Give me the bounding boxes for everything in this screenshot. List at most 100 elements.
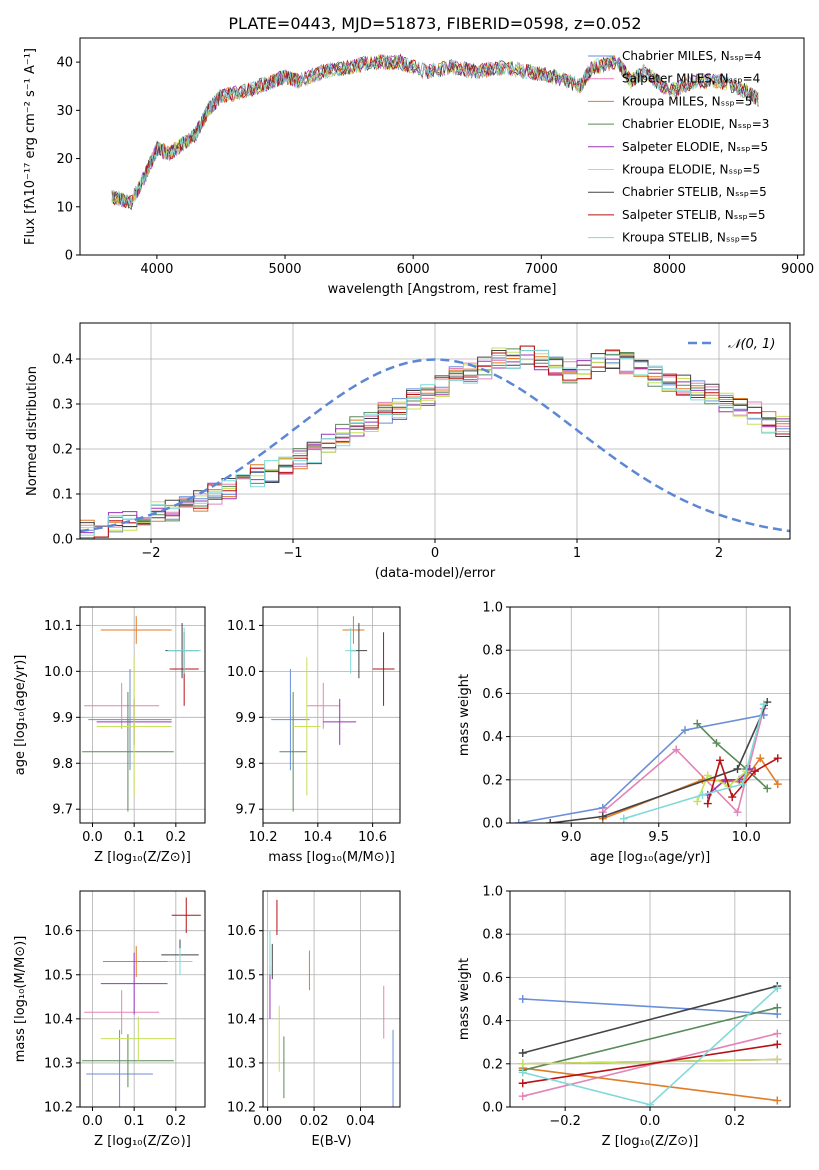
mass-weight-marker — [763, 784, 772, 793]
errorbar-point — [279, 692, 307, 812]
axes-frame — [79, 37, 805, 256]
errorbar-point — [167, 627, 201, 674]
mass-weight-marker — [518, 1068, 527, 1077]
mass-weight-marker — [518, 1092, 527, 1101]
histogram-series — [80, 345, 790, 539]
errorbar-point — [306, 682, 340, 729]
x-tick-label: −2 — [141, 546, 160, 561]
y-tick-label: 40 — [56, 56, 73, 71]
mass-weight-marker — [514, 819, 523, 823]
x-tick-label: −1 — [283, 546, 302, 561]
axes-frame — [509, 890, 791, 1108]
x-tick-label: 0 — [431, 546, 439, 561]
axes-frame — [509, 606, 791, 824]
mass-weight-series-line — [522, 985, 778, 1054]
mass-weight-vs-age-panel: 9.0 9.5 10.0 0.0 0.2 0.4 0.6 0.8 1.0 age [log₁₀(a… — [457, 601, 791, 865]
x-tick-label: 0.0 — [82, 1114, 103, 1129]
mass-weight-series-line — [707, 768, 751, 796]
mass-weight-series-line — [550, 701, 768, 823]
errorbar-point — [82, 1034, 174, 1088]
mass-vs-EBV-marks — [269, 899, 394, 1107]
mass-weight-series-line — [522, 1058, 778, 1065]
mass-weight-marker — [598, 812, 607, 821]
mass-weight-marker — [712, 739, 721, 748]
mass-weight-marker — [751, 767, 759, 776]
x-tick-label: 0.2 — [165, 830, 186, 845]
errorbar-point — [84, 990, 160, 1035]
axes-frame — [79, 606, 206, 824]
y-tick-label: 10.6 — [44, 924, 73, 939]
x-tick-label: 0.2 — [165, 1114, 186, 1129]
x-tick-label: 10.0 — [732, 830, 761, 845]
legend-entry: Chabrier ELODIE, Nₛₛₚ=3 — [622, 117, 769, 131]
y-tick-label: 20 — [56, 152, 73, 167]
axes-frame — [262, 606, 401, 824]
errorbar-point — [82, 692, 174, 812]
y-tick-label: 10 — [56, 200, 73, 215]
mass-weight-marker — [518, 1079, 527, 1088]
spectrum-marks — [111, 53, 759, 211]
mass-weight-series-line — [602, 708, 765, 814]
x-tick-label: 0.04 — [346, 1114, 375, 1129]
axes-frame — [262, 890, 401, 1108]
errorbar-point — [86, 1029, 153, 1107]
errorbar-point — [372, 632, 395, 706]
y-tick-label: 10.3 — [44, 1056, 73, 1071]
x-tick-label: 1 — [573, 546, 581, 561]
spectrum-series-line — [111, 54, 759, 207]
y-tick-label: 9.9 — [52, 711, 73, 726]
axes-frame — [79, 890, 206, 1108]
age-vs-mass-marks — [271, 616, 395, 812]
y-tick-label: 0.2 — [482, 773, 503, 788]
y-tick-label: 0 — [65, 249, 73, 264]
mass-vs-EBV-panel: 0.00 0.02 0.04 10.2 10.3 10.4 10.5 10.6 E(B-V) — [227, 890, 401, 1149]
y-tick-label: 0.8 — [482, 644, 503, 659]
x-tick-label: 10.4 — [303, 830, 332, 845]
errorbar-point — [345, 627, 357, 674]
gaussian-reference-curve — [80, 358, 790, 533]
y-tick-label: 0.8 — [482, 928, 503, 943]
errorbar-point — [100, 952, 168, 1015]
y-tick-label: 0.4 — [482, 1014, 503, 1029]
x-axis-label: E(B-V) — [311, 1134, 351, 1149]
mass-weight-series-line — [522, 998, 778, 1015]
mass-weight-marker — [619, 814, 628, 823]
mass-weight-series-line — [623, 703, 765, 820]
y-tick-label: 0.6 — [482, 971, 503, 986]
y-tick-label: 0.4 — [482, 730, 503, 745]
y-tick-label: 10.1 — [227, 619, 256, 634]
legend-entry: Kroupa STELIB, Nₛₛₚ=5 — [622, 231, 758, 245]
y-tick-label: 10.4 — [227, 1012, 256, 1027]
y-tick-label: 10.3 — [227, 1056, 256, 1071]
y-tick-label: 0.0 — [52, 533, 73, 548]
mass-weight-series-line — [518, 714, 764, 823]
x-axis-label: mass [log₁₀(M/M⊙)] — [268, 850, 395, 865]
x-tick-label: 4000 — [140, 262, 173, 277]
mass-weight-marker — [681, 726, 689, 735]
mass-weight-marker — [733, 808, 742, 817]
y-tick-label: 10.0 — [44, 665, 73, 680]
mass-weight-marker — [716, 756, 724, 765]
mass-weight-marker — [672, 745, 681, 754]
legend-entry: Kroupa MILES, Nₛₛₚ=5 — [622, 94, 752, 108]
y-tick-label: 10.5 — [44, 968, 73, 983]
y-tick-label: 9.7 — [52, 803, 73, 818]
legend-entry: Chabrier MILES, Nₛₛₚ=4 — [622, 49, 762, 63]
mass-weight-marker — [773, 1055, 782, 1064]
x-tick-label: 0.02 — [300, 1114, 329, 1129]
age-vs-Z-panel: 0.0 0.1 0.2 9.7 9.8 9.9 10.0 10.1 Z [log₁₀(Z/Z⊙)… — [13, 606, 206, 865]
mass-weight-marker — [773, 754, 782, 763]
axes-frame — [79, 322, 791, 540]
mass-weight-series-line — [522, 1006, 778, 1072]
x-axis-label: (data-model)/error — [375, 566, 496, 581]
mass-weight-marker — [518, 1049, 527, 1057]
mass-weight-marker — [773, 984, 782, 993]
x-axis-label: Z [log₁₀(Z/Z⊙)] — [602, 1134, 699, 1149]
mass-vs-Z-marks — [82, 897, 201, 1107]
x-tick-label: 0.0 — [640, 1114, 661, 1129]
x-tick-label: 7000 — [525, 262, 558, 277]
mass-weight-series-line — [522, 1067, 778, 1102]
y-tick-label: 9.7 — [235, 803, 256, 818]
x-tick-label: 2 — [715, 546, 723, 561]
mass-weight-marker — [773, 1003, 782, 1012]
